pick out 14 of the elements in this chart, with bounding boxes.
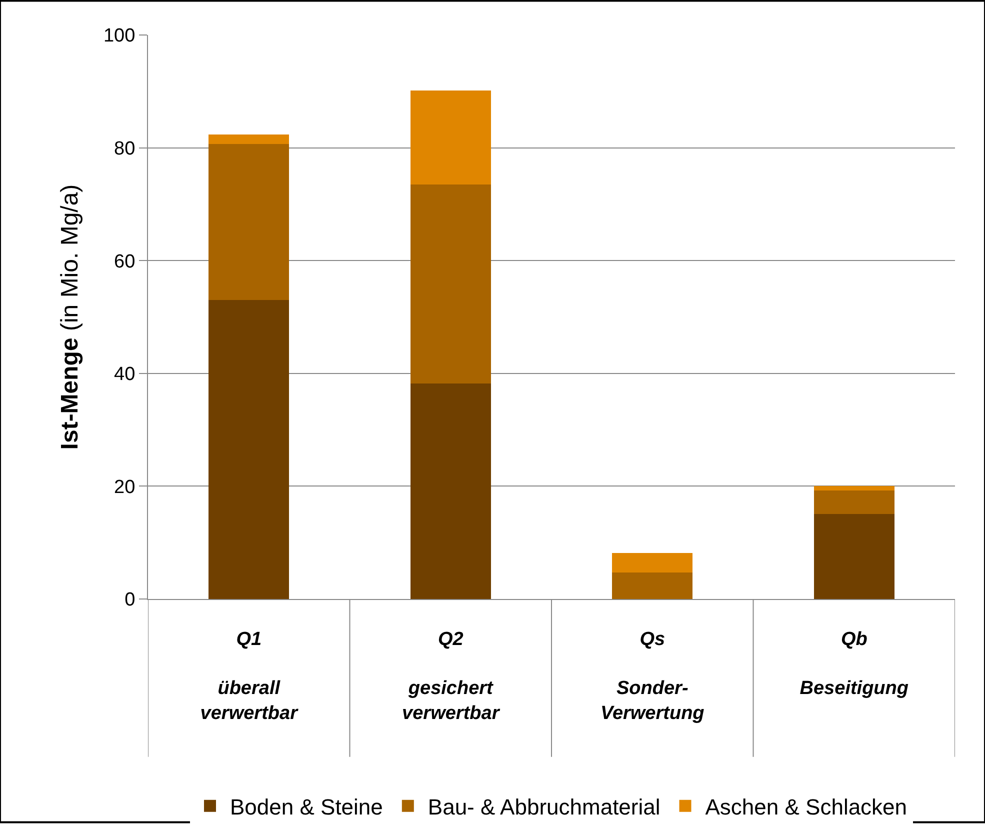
legend-label: Boden & Steine (230, 794, 383, 820)
legend-label: Bau- & Abbruchmaterial (428, 794, 660, 820)
category-label: Qb Beseitigung (800, 628, 908, 700)
category-label: Q2 gesichert verwertbar (402, 628, 500, 724)
category-label: Qs Sonder- Verwertung (600, 628, 704, 724)
y-tick-label: 40 (114, 364, 136, 386)
y-tick-label: 100 (103, 26, 136, 47)
y-tick-label: 20 (114, 476, 136, 498)
y-tick-label: 0 (124, 590, 136, 611)
category-label: Q1 überall verwertbar (200, 628, 298, 724)
y-tick-label: 80 (114, 138, 136, 160)
y-axis-title: Ist-Menge (in Mio. Mg/a) (56, 184, 84, 450)
y-tick-label: 60 (114, 251, 136, 272)
legend-label: Aschen & Schlacken (705, 794, 908, 820)
